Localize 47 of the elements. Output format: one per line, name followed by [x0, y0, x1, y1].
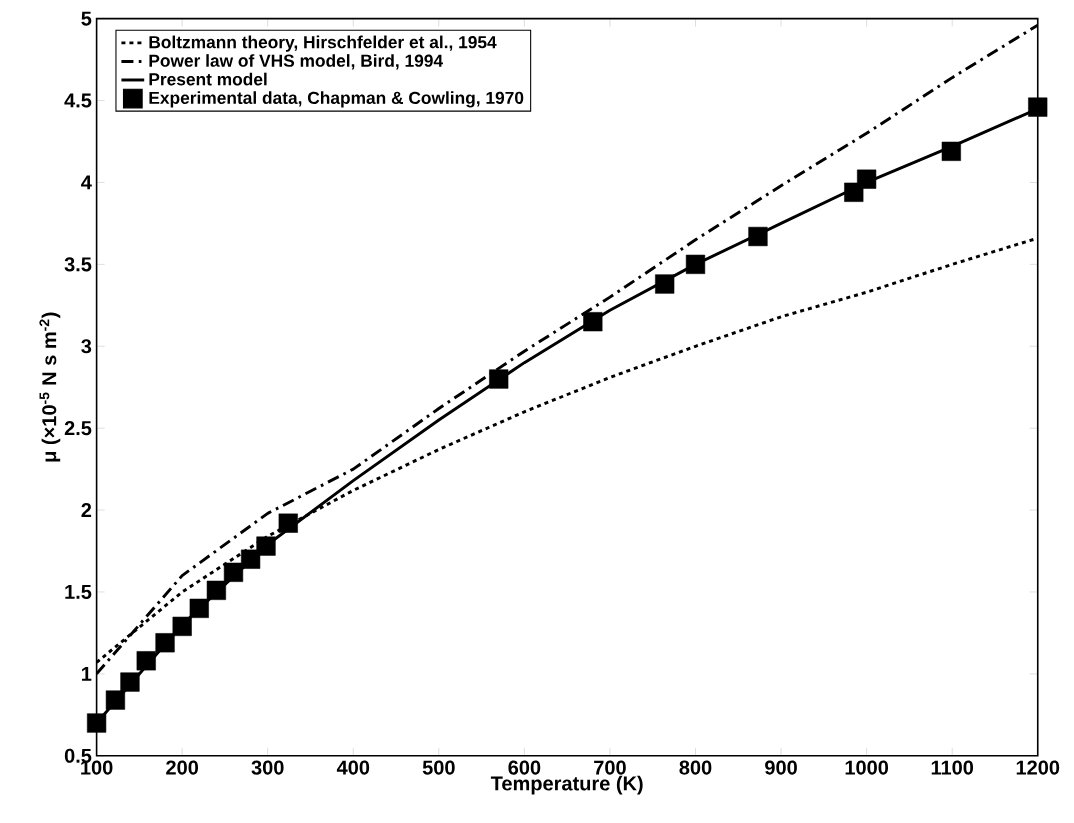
x-tick-label: 1100 — [931, 760, 974, 775]
x-tick-label: 1000 — [845, 760, 889, 775]
point — [844, 182, 864, 202]
x-tick-label: 200 — [166, 760, 199, 775]
point — [685, 254, 706, 274]
legend-label: Power law of VHS model, Bird, 1994 — [149, 54, 443, 70]
x-tick-label: 600 — [508, 760, 541, 775]
y-tick-label: 1.5 — [65, 585, 92, 599]
y-tick-label: 2.5 — [64, 421, 92, 436]
point — [155, 633, 175, 653]
point — [105, 690, 126, 710]
y-tick-label: 5 — [81, 11, 92, 26]
y-tick-label: 3.5 — [64, 257, 92, 272]
point — [489, 369, 509, 389]
x-tick-label: 700 — [594, 760, 626, 775]
y-tick-label: 4.5 — [64, 93, 92, 108]
legend-label: Boltzmann theory, Hirschfelder et al., 1954 — [149, 35, 497, 52]
point — [583, 312, 603, 332]
point — [655, 274, 675, 294]
y-axis-title: μ (×10$^{-5}$ N s m$^{-2}$) — [39, 312, 61, 462]
point — [278, 513, 298, 533]
point — [87, 713, 107, 733]
point — [941, 141, 961, 161]
point — [206, 580, 226, 600]
point — [1028, 97, 1048, 117]
x-tick-label: 1200 — [1016, 760, 1060, 775]
point — [256, 536, 276, 556]
x-tick-label: 500 — [422, 760, 455, 775]
y-tick-label: 3 — [81, 339, 92, 354]
point — [172, 616, 192, 636]
point — [223, 562, 244, 582]
point — [748, 226, 768, 247]
y-tick-label: 2 — [81, 503, 92, 518]
point — [189, 598, 209, 618]
point — [241, 549, 261, 569]
point — [136, 651, 156, 671]
y-tick-label: 4 — [81, 175, 92, 190]
y-tick-label: 1 — [82, 667, 92, 681]
point — [120, 672, 140, 692]
x-tick-label: 300 — [251, 760, 284, 775]
x-axis-title: Temperature (K) — [490, 775, 643, 795]
legend-label: Present model — [149, 72, 267, 86]
point — [857, 169, 877, 189]
x-tick-label: 400 — [336, 760, 370, 775]
x-tick-label: 900 — [765, 760, 797, 775]
x-tick-label: 800 — [679, 760, 712, 775]
legend-label: Experimental data, Chapman & Cowling, 1970 — [149, 91, 524, 108]
